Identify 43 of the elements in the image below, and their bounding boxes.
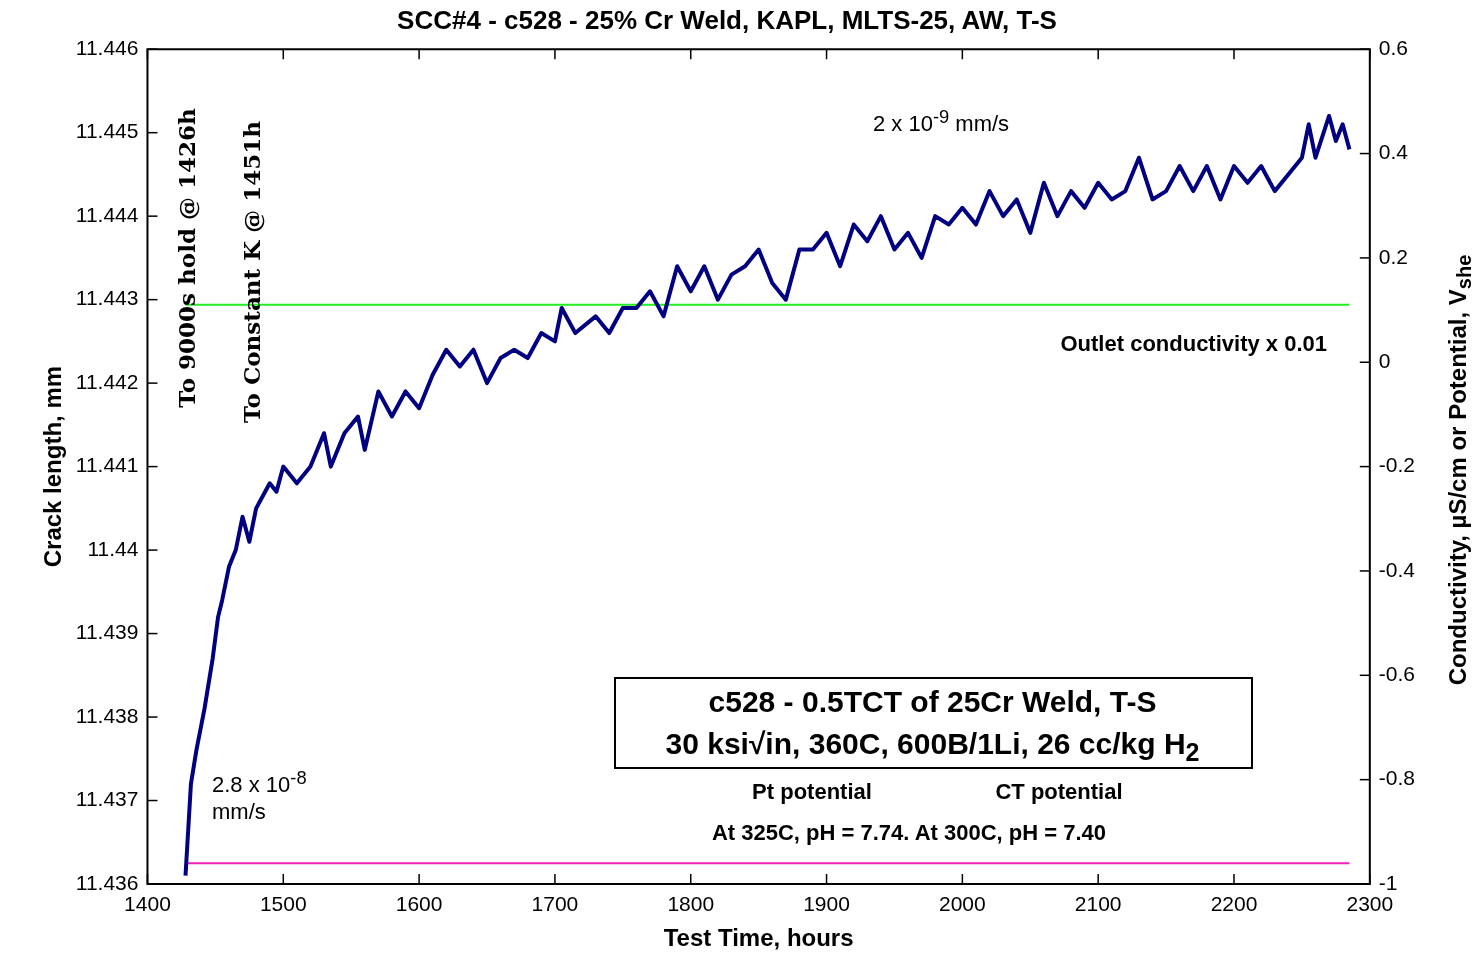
- x-axis-title: Test Time, hours: [663, 924, 854, 952]
- annotation: c528 - 0.5TCT of 25Cr Weld, T-S: [707, 684, 1158, 720]
- y2-tick-label: -0.4: [1378, 557, 1416, 581]
- y2-tick-label: 0: [1378, 349, 1391, 373]
- x-tick-label: 1700: [531, 892, 579, 916]
- annotation: At 325C, pH = 7.74. At 300C, pH = 7.40: [710, 820, 1108, 847]
- y-axis-title: Crack length, mm: [39, 365, 67, 568]
- annotation: 2 x 10$^{-9}$ mm/s: [873, 106, 1010, 138]
- annotation: To 9000s hold @ 1426h: [173, 108, 201, 408]
- annotation: Pt potential: [751, 779, 873, 806]
- x-tick-label: 2000: [939, 892, 986, 916]
- y-tick-label: 11.437: [75, 787, 139, 811]
- x-tick-label: 1900: [803, 892, 850, 916]
- y-tick-label: 11.444: [75, 202, 139, 226]
- x-tick-label: 2300: [1346, 892, 1394, 916]
- y-tick-label: 11.446: [75, 36, 139, 59]
- text: 2.8 x 10$^{-8}$ mm/s: [212, 767, 307, 824]
- y-tick-label: 11.443: [75, 286, 139, 310]
- y-tick-label: 11.439: [75, 620, 139, 644]
- annotation: 30 ksi√in, 360C, 600B/1Li, 26 cc/kg H$_{2}$: [664, 726, 1201, 767]
- y-tick-label: 11.44: [87, 536, 139, 560]
- y2-tick-label: -1: [1378, 870, 1398, 894]
- y-tick-label: 11.438: [75, 703, 139, 727]
- y-tick-label: 11.436: [75, 870, 139, 894]
- x-tick-label: 2100: [1074, 892, 1122, 916]
- y2-tick-label: 0.4: [1378, 140, 1409, 164]
- annotation: CT potential: [994, 779, 1124, 806]
- x-tick-label: 1600: [395, 892, 443, 916]
- annotation: Outlet conductivity x 0.01: [1060, 331, 1327, 358]
- y2-tick-label: -0.6: [1378, 662, 1415, 686]
- y2-tick-label: -0.8: [1378, 766, 1415, 790]
- x-tick-label: 1800: [667, 892, 715, 916]
- y-tick-label: 11.441: [75, 453, 139, 477]
- x-tick-label: 1400: [124, 892, 171, 916]
- y2-tick-label: -0.2: [1378, 453, 1415, 477]
- y2-tick-label: 0.6: [1378, 36, 1409, 59]
- x-tick-label: 1500: [259, 892, 307, 916]
- y-tick-label: 11.442: [75, 369, 139, 393]
- y-tick-label: 11.445: [75, 119, 139, 143]
- y2-tick-label: 0.2: [1378, 244, 1409, 268]
- annotation: To Constant K @ 1451h: [238, 121, 266, 423]
- chart-title: SCC#4 - c528 - 25% Cr Weld, KAPL, MLTS-25, AW, T-S: [397, 4, 1057, 35]
- x-tick-label: 2200: [1210, 892, 1258, 916]
